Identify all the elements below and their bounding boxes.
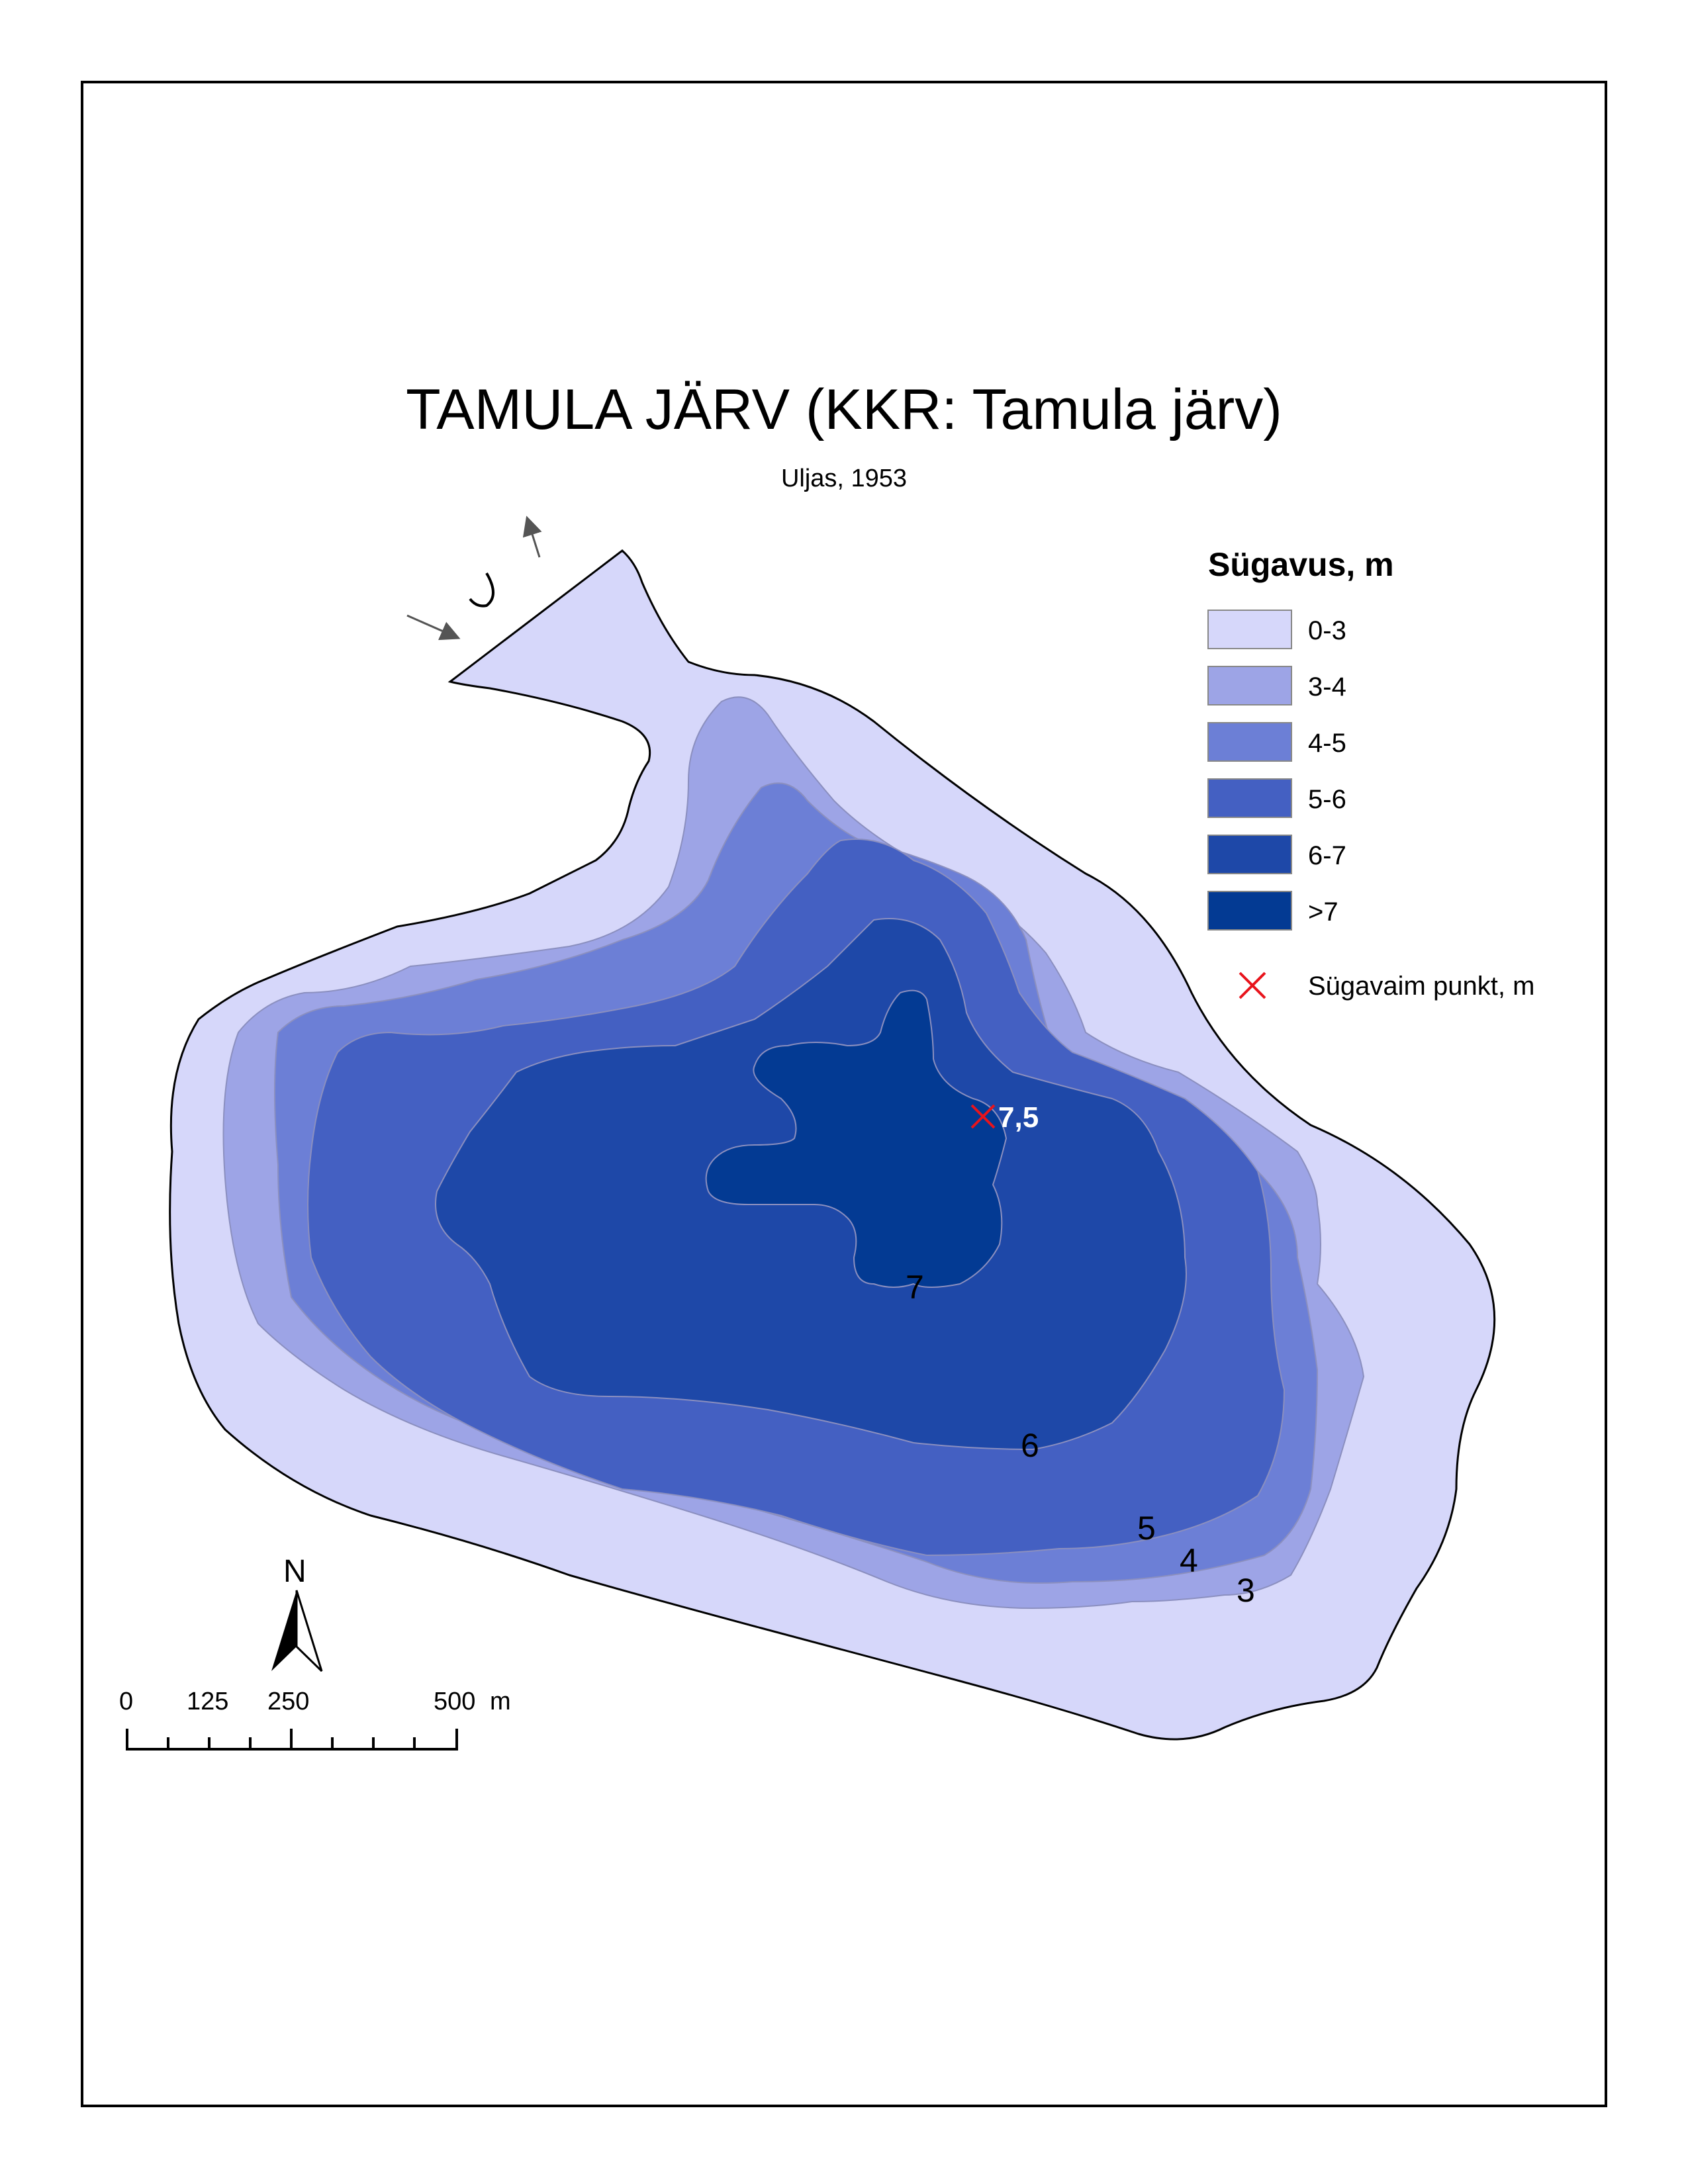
legend-swatch <box>1207 722 1292 762</box>
legend-swatch <box>1207 835 1292 874</box>
scale-bar-unit: m <box>490 1688 511 1715</box>
legend-swatch <box>1207 610 1292 649</box>
legend-swatch <box>1207 666 1292 705</box>
legend-label: 3-4 <box>1308 672 1346 702</box>
scale-bar-tick-label: 0 <box>119 1688 133 1715</box>
scale-bar-tick-label: 250 <box>267 1688 309 1715</box>
deepest-point-value: 7,5 <box>998 1101 1039 1134</box>
contour-label: 4 <box>1180 1542 1198 1579</box>
legend-deepest-point-label: Sügavaim punkt, m <box>1308 972 1534 1001</box>
depth-zone-over-7 <box>705 989 1008 1288</box>
map-title: TAMULA JÄRV (KKR: Tamula järv) <box>406 378 1282 441</box>
map-frame <box>81 81 1607 2107</box>
legend-label: >7 <box>1308 897 1338 927</box>
legend-label: 6-7 <box>1308 841 1346 870</box>
contour-label: 7 <box>906 1269 924 1306</box>
deepest-point-marker <box>970 1104 996 1129</box>
legend-swatch <box>1207 778 1292 818</box>
north-arrow-icon <box>271 1590 323 1672</box>
contour-label: 3 <box>1237 1572 1255 1609</box>
scale-bar-ruler <box>126 1729 458 1751</box>
legend-label: 0-3 <box>1308 616 1346 645</box>
outflow-arrow <box>522 516 542 558</box>
legend-label: 5-6 <box>1308 785 1346 814</box>
legend-deepest-point-icon <box>1239 972 1266 999</box>
contour-label: 6 <box>1021 1427 1039 1464</box>
legend-swatch <box>1207 891 1292 931</box>
legend-label: 4-5 <box>1308 729 1346 758</box>
legend-heading: Sügavus, m <box>1208 546 1394 583</box>
legend: Sügavus, m 0-3 3-4 4-5 5-6 6-7 >7 Sügava… <box>1207 546 1534 1001</box>
inlet-stream-icon <box>469 572 494 608</box>
scale-bar-tick-label: 125 <box>187 1688 228 1715</box>
scale-bar: 0 125 250 500 m <box>119 1688 511 1751</box>
scale-bar-tick-label: 500 <box>434 1688 475 1715</box>
map-subtitle: Uljas, 1953 <box>780 465 908 492</box>
north-arrow: N <box>271 1554 323 1672</box>
contour-label: 5 <box>1137 1510 1156 1547</box>
inflow-arrow <box>406 614 461 641</box>
north-arrow-label: N <box>283 1554 306 1589</box>
